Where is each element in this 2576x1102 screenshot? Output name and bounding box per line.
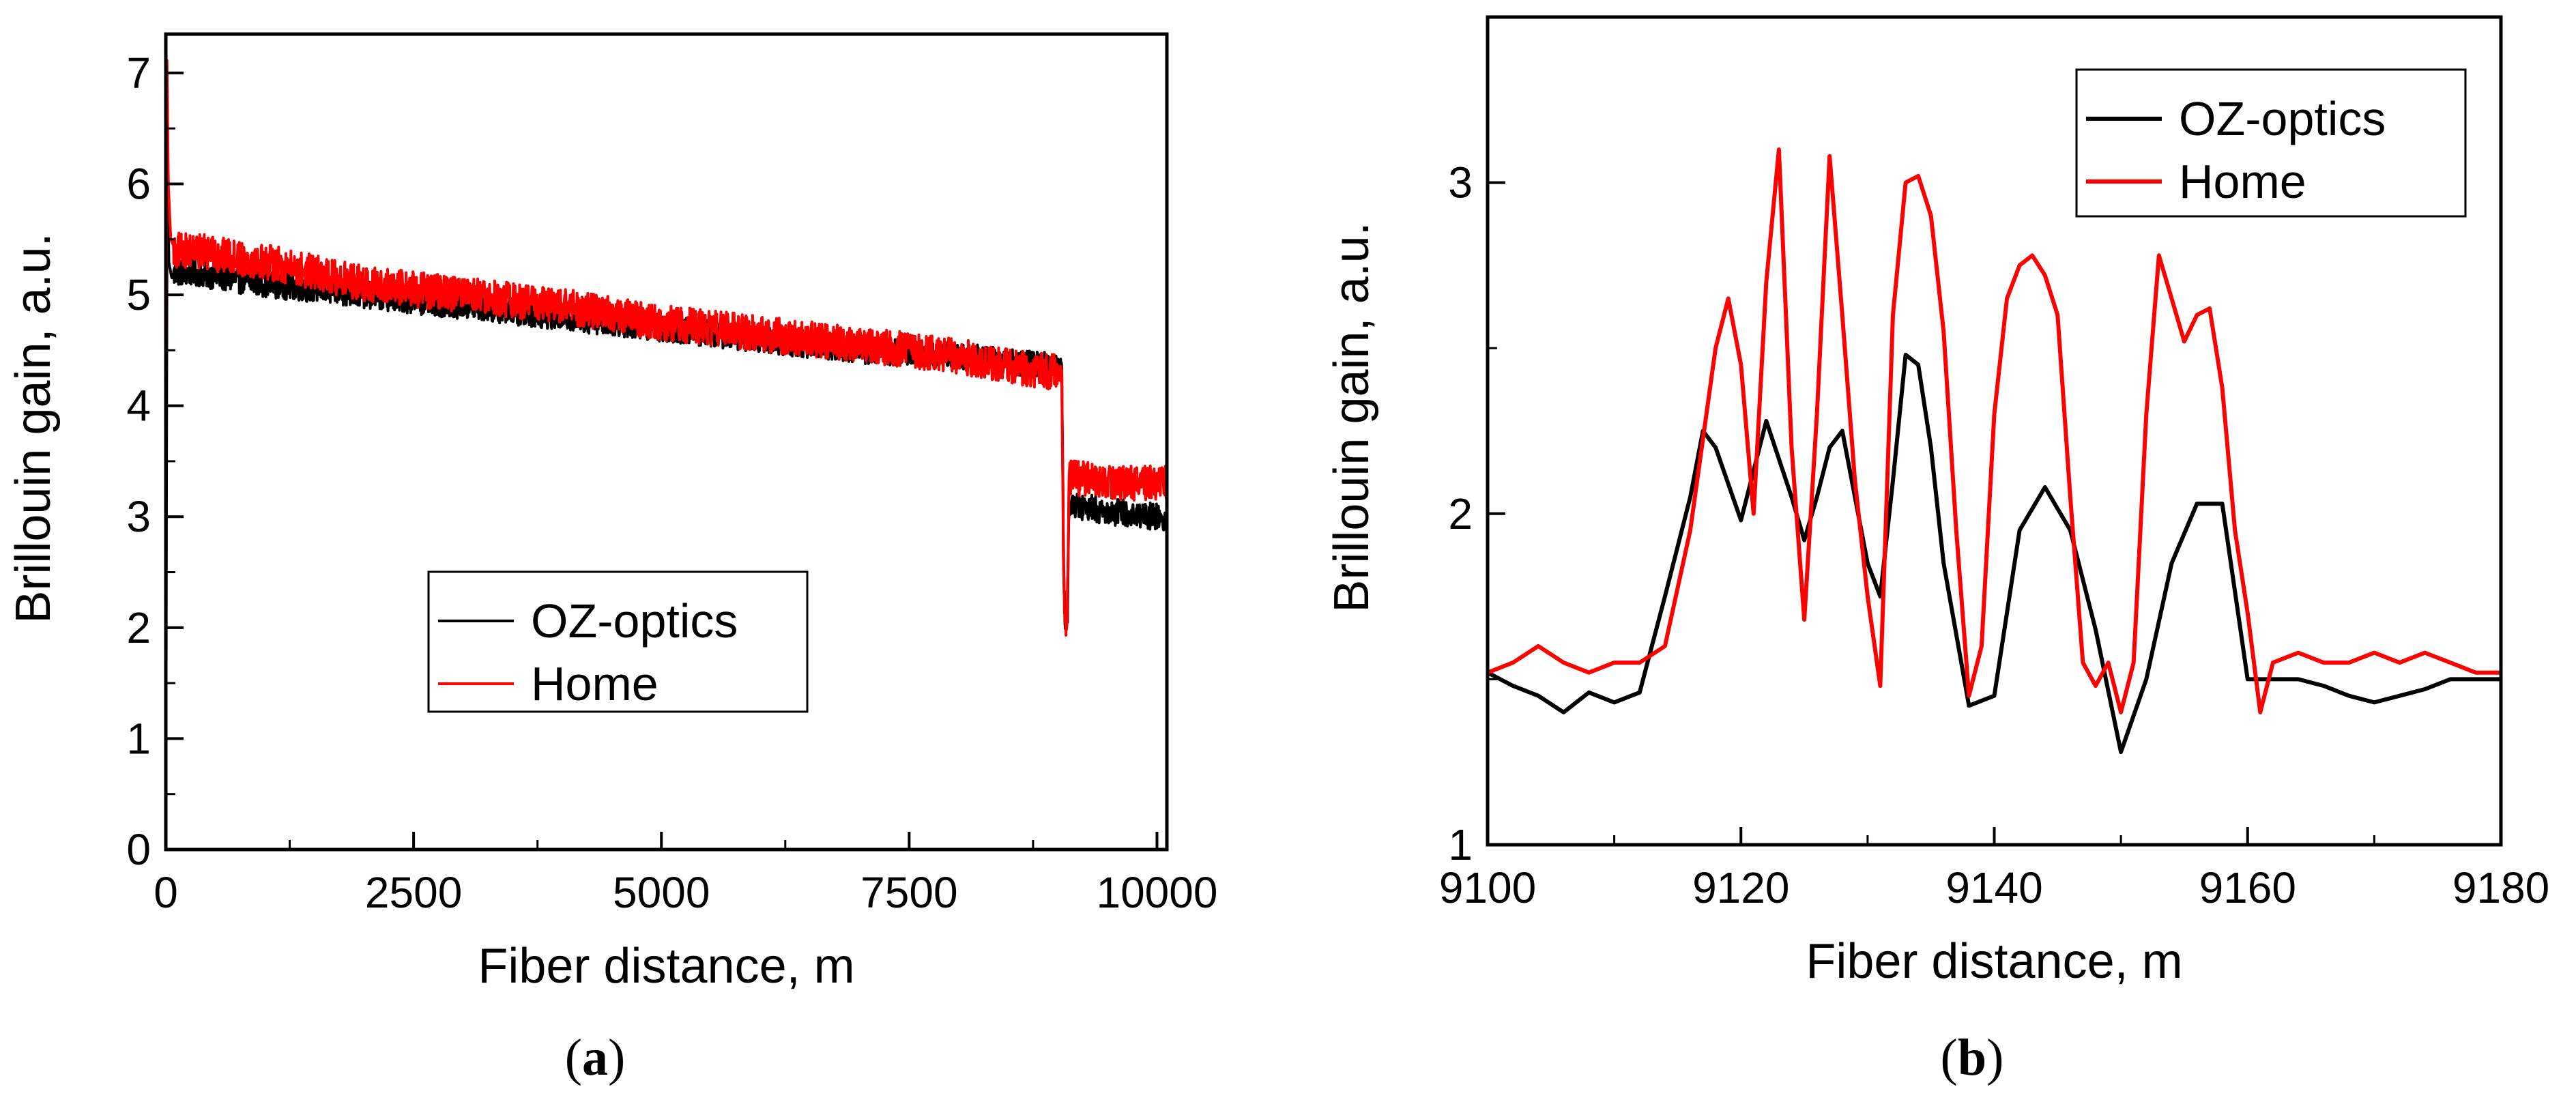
panel-a: 0 2500 5000 7500 10000 0 1 2 3 4 5 6 7 Fiber distanc… [6, 32, 1217, 1086]
panel-a-caption: (a) [565, 1029, 626, 1086]
panel-b-caption: (b) [1941, 1029, 2004, 1086]
panel-a-caption-close: ) [608, 1029, 625, 1086]
panel-a-y-tick-label: 1 [126, 714, 151, 763]
panel-a-y-tick-label: 2 [126, 603, 151, 652]
panel-b-caption-letter: b [1958, 1029, 1986, 1086]
panel-b-caption-close: ) [1986, 1029, 2003, 1086]
panel-a-x-tick-label: 5000 [613, 868, 710, 917]
panel-a-caption-letter: a [582, 1029, 608, 1086]
panel-a-series-group [166, 59, 1167, 828]
panel-b-y-tick-label: 2 [1448, 489, 1473, 538]
panel-b-x-tick-label: 9160 [2199, 863, 2296, 912]
panel-a-series-line-oz-optics [166, 100, 1167, 828]
panel-a-y-tick-label: 7 [126, 48, 151, 98]
panel-a-x-tick-label: 10000 [1096, 868, 1217, 917]
panel-b-legend-label-home: Home [2179, 155, 2306, 208]
panel-a-plot-frame [164, 32, 1169, 852]
panel-b-series-line-home [1488, 147, 2501, 714]
panel-b-axis-ticks: 9100 9120 9140 9160 9180 1 2 3 [1439, 158, 2549, 912]
panel-a-y-tick-label: 4 [126, 381, 151, 431]
panel-a-y-tick-label: 5 [126, 270, 151, 319]
panel-a-legend-box [427, 570, 809, 713]
panel-a-legend: OZ-optics Home [427, 570, 809, 713]
panel-a-x-axis-title: Fiber distance, m [478, 939, 854, 994]
panel-b-legend-label-oz-optics: OZ-optics [2179, 92, 2386, 145]
panel-b-series-group [1488, 147, 2501, 755]
panel-b-legend: OZ-optics Home [2075, 68, 2467, 218]
panel-b-x-tick-label: 9120 [1692, 863, 1789, 912]
panel-b-x-tick-label: 9100 [1439, 863, 1536, 912]
panel-b: 9100 9120 9140 9160 9180 1 2 3 Fiber distance, … [1325, 15, 2549, 1086]
panel-b-y-axis-title: Brillouin gain, a.u. [1325, 222, 1379, 612]
panel-a-axis-ticks: 0 2500 5000 7500 10000 0 1 2 3 4 5 6 7 [126, 48, 1217, 917]
panel-b-x-axis-title: Fiber distance, m [1806, 934, 2182, 989]
panel-b-x-tick-label: 9180 [2452, 863, 2549, 912]
panel-b-x-tick-label: 9140 [1945, 863, 2042, 912]
panel-a-series-line-home [166, 59, 1167, 637]
panel-a-x-tick-label: 2500 [365, 868, 462, 917]
panel-a-caption-open: ( [565, 1029, 582, 1086]
panel-a-x-tick-label: 0 [154, 868, 178, 917]
panel-a-y-axis-title: Brillouin gain, a.u. [6, 233, 61, 623]
panel-b-caption-open: ( [1941, 1029, 1958, 1086]
panel-a-legend-label-home: Home [531, 657, 659, 710]
panel-a-legend-label-oz-optics: OZ-optics [531, 594, 738, 648]
panel-a-y-tick-label: 3 [126, 492, 151, 541]
panel-a-y-tick-label: 0 [126, 825, 151, 874]
panel-b-legend-box [2075, 68, 2467, 218]
panel-a-x-tick-label: 7500 [860, 868, 957, 917]
panel-b-y-tick-label: 1 [1448, 820, 1473, 869]
panel-b-series-line-oz-optics [1488, 352, 2501, 755]
panel-b-y-tick-label: 3 [1448, 158, 1473, 207]
panel-a-y-tick-label: 6 [126, 159, 151, 208]
